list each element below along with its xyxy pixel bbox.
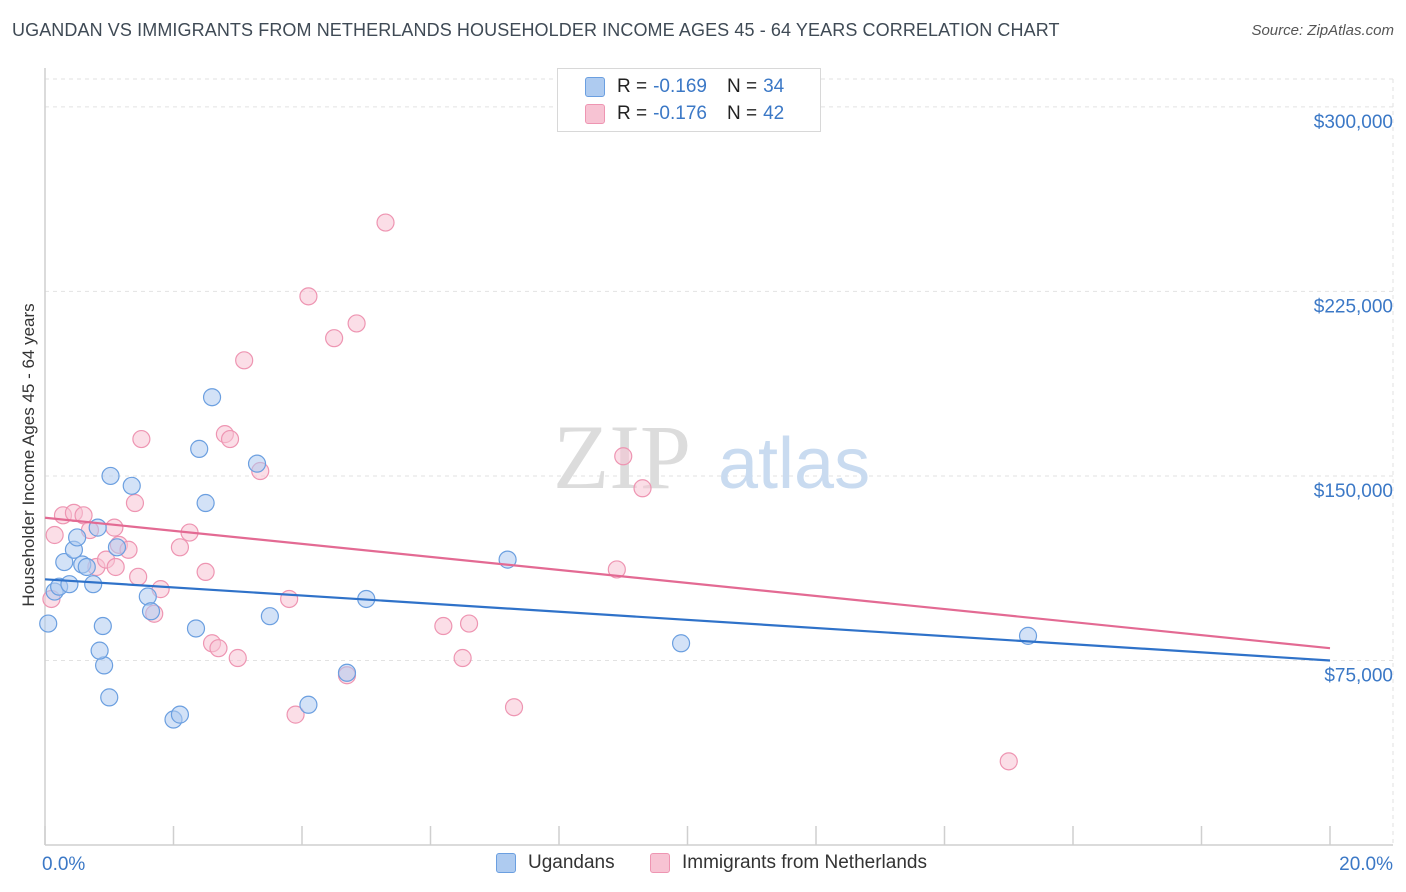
data-point-netherlands <box>209 639 228 658</box>
data-point-ugandans <box>202 388 222 407</box>
data-point-netherlands <box>325 329 344 348</box>
data-point-netherlands <box>228 648 247 668</box>
y-axis-label: Householder Income Ages 45 - 64 years <box>19 303 38 606</box>
x-tick-label: 0.0% <box>42 854 85 875</box>
trend-line-netherlands <box>44 516 1331 650</box>
series-legend: Ugandans Immigrants from Netherlands <box>0 852 1406 878</box>
data-point-ugandans <box>299 695 318 714</box>
legend-r-label: R = <box>617 103 648 124</box>
data-point-ugandans <box>122 476 141 495</box>
legend-r-value: -0.169 <box>653 76 707 97</box>
legend-n-label: N = <box>726 103 758 124</box>
y-tick-label: $150,000 <box>1314 481 1393 502</box>
legend-r-value: -0.176 <box>653 103 707 124</box>
trend-line-ugandans <box>44 578 1331 662</box>
y-tick-label: $75,000 <box>1324 665 1393 686</box>
data-point-netherlands <box>347 314 366 333</box>
watermark: ZIP atlas <box>553 406 870 508</box>
data-point-ugandans <box>186 619 206 638</box>
data-point-netherlands <box>196 562 215 582</box>
legend-row-netherlands: R = -0.176 N = 42 <box>558 102 784 126</box>
x-tick-label: 20.0% <box>1339 854 1393 875</box>
source-label: Source: ZipAtlas.com <box>1251 22 1394 39</box>
correlation-legend: R = -0.169 N = 34 R = -0.176 N = 42 <box>557 68 821 132</box>
data-point-ugandans <box>247 454 267 473</box>
data-point-netherlands <box>434 616 453 636</box>
legend-item-netherlands[interactable]: Immigrants from Netherlands <box>650 852 927 874</box>
data-point-ugandans <box>90 641 109 660</box>
data-point-ugandans <box>39 614 58 633</box>
data-point-ugandans <box>141 602 161 621</box>
data-point-ugandans <box>101 466 120 486</box>
data-point-netherlands <box>299 287 318 306</box>
data-point-ugandans <box>190 439 209 458</box>
y-tick-label: $225,000 <box>1314 296 1393 317</box>
data-point-ugandans <box>93 616 112 636</box>
data-point-ugandans <box>170 705 190 724</box>
series-netherlands <box>42 213 1018 771</box>
legend-swatch-blue <box>496 853 516 873</box>
data-point-netherlands <box>235 351 254 370</box>
data-point-netherlands <box>125 493 145 513</box>
data-point-ugandans <box>260 607 279 626</box>
data-point-ugandans <box>84 575 103 594</box>
data-point-ugandans <box>77 557 96 577</box>
data-point-netherlands <box>999 752 1018 771</box>
legend-item-ugandans[interactable]: Ugandans <box>496 852 615 874</box>
data-point-netherlands <box>459 614 479 633</box>
chart-title: UGANDAN VS IMMIGRANTS FROM NETHERLANDS H… <box>12 20 1060 40</box>
legend-swatch-blue <box>585 77 605 97</box>
data-point-netherlands <box>280 589 299 609</box>
data-point-netherlands <box>132 429 151 449</box>
data-point-ugandans <box>138 587 157 606</box>
data-point-netherlands <box>453 648 472 668</box>
legend-label-ugandans: Ugandans <box>528 852 615 873</box>
data-point-netherlands <box>607 560 626 579</box>
legend-row-ugandans: R = -0.169 N = 34 <box>558 75 784 99</box>
data-point-netherlands <box>614 447 633 466</box>
trend-lines <box>44 516 1331 662</box>
data-point-ugandans <box>671 634 691 653</box>
data-point-netherlands <box>129 567 148 586</box>
legend-n-value: 42 <box>763 103 785 124</box>
data-point-ugandans <box>68 528 87 547</box>
data-point-netherlands <box>504 698 524 717</box>
data-point-netherlands <box>220 429 240 449</box>
data-point-ugandans <box>55 552 74 572</box>
legend-n-value: 34 <box>763 76 785 97</box>
data-point-ugandans <box>337 663 357 682</box>
legend-swatch-pink <box>650 853 670 873</box>
legend-label-netherlands: Immigrants from Netherlands <box>682 852 927 873</box>
watermark-atlas: atlas <box>718 424 870 504</box>
data-point-ugandans <box>107 538 127 557</box>
data-point-ugandans <box>196 493 215 513</box>
axes <box>44 68 1393 846</box>
legend-r-label: R = <box>617 76 648 97</box>
legend-swatch-pink <box>585 104 605 124</box>
data-point-netherlands <box>376 213 395 232</box>
data-point-ugandans <box>100 688 119 707</box>
tick-labels: $75,000 $150,000 $225,000 $300,000 0.0% 20.0% <box>42 112 1393 875</box>
data-point-netherlands <box>45 525 64 545</box>
data-point-netherlands <box>286 705 305 724</box>
data-point-ugandans <box>60 575 79 594</box>
data-point-netherlands <box>633 479 652 498</box>
data-point-netherlands <box>105 518 124 537</box>
series-ugandans <box>39 388 1038 729</box>
y-tick-label: $300,000 <box>1314 112 1393 133</box>
legend-n-label: N = <box>726 76 758 97</box>
data-point-netherlands <box>106 557 125 577</box>
data-point-netherlands <box>170 538 190 557</box>
